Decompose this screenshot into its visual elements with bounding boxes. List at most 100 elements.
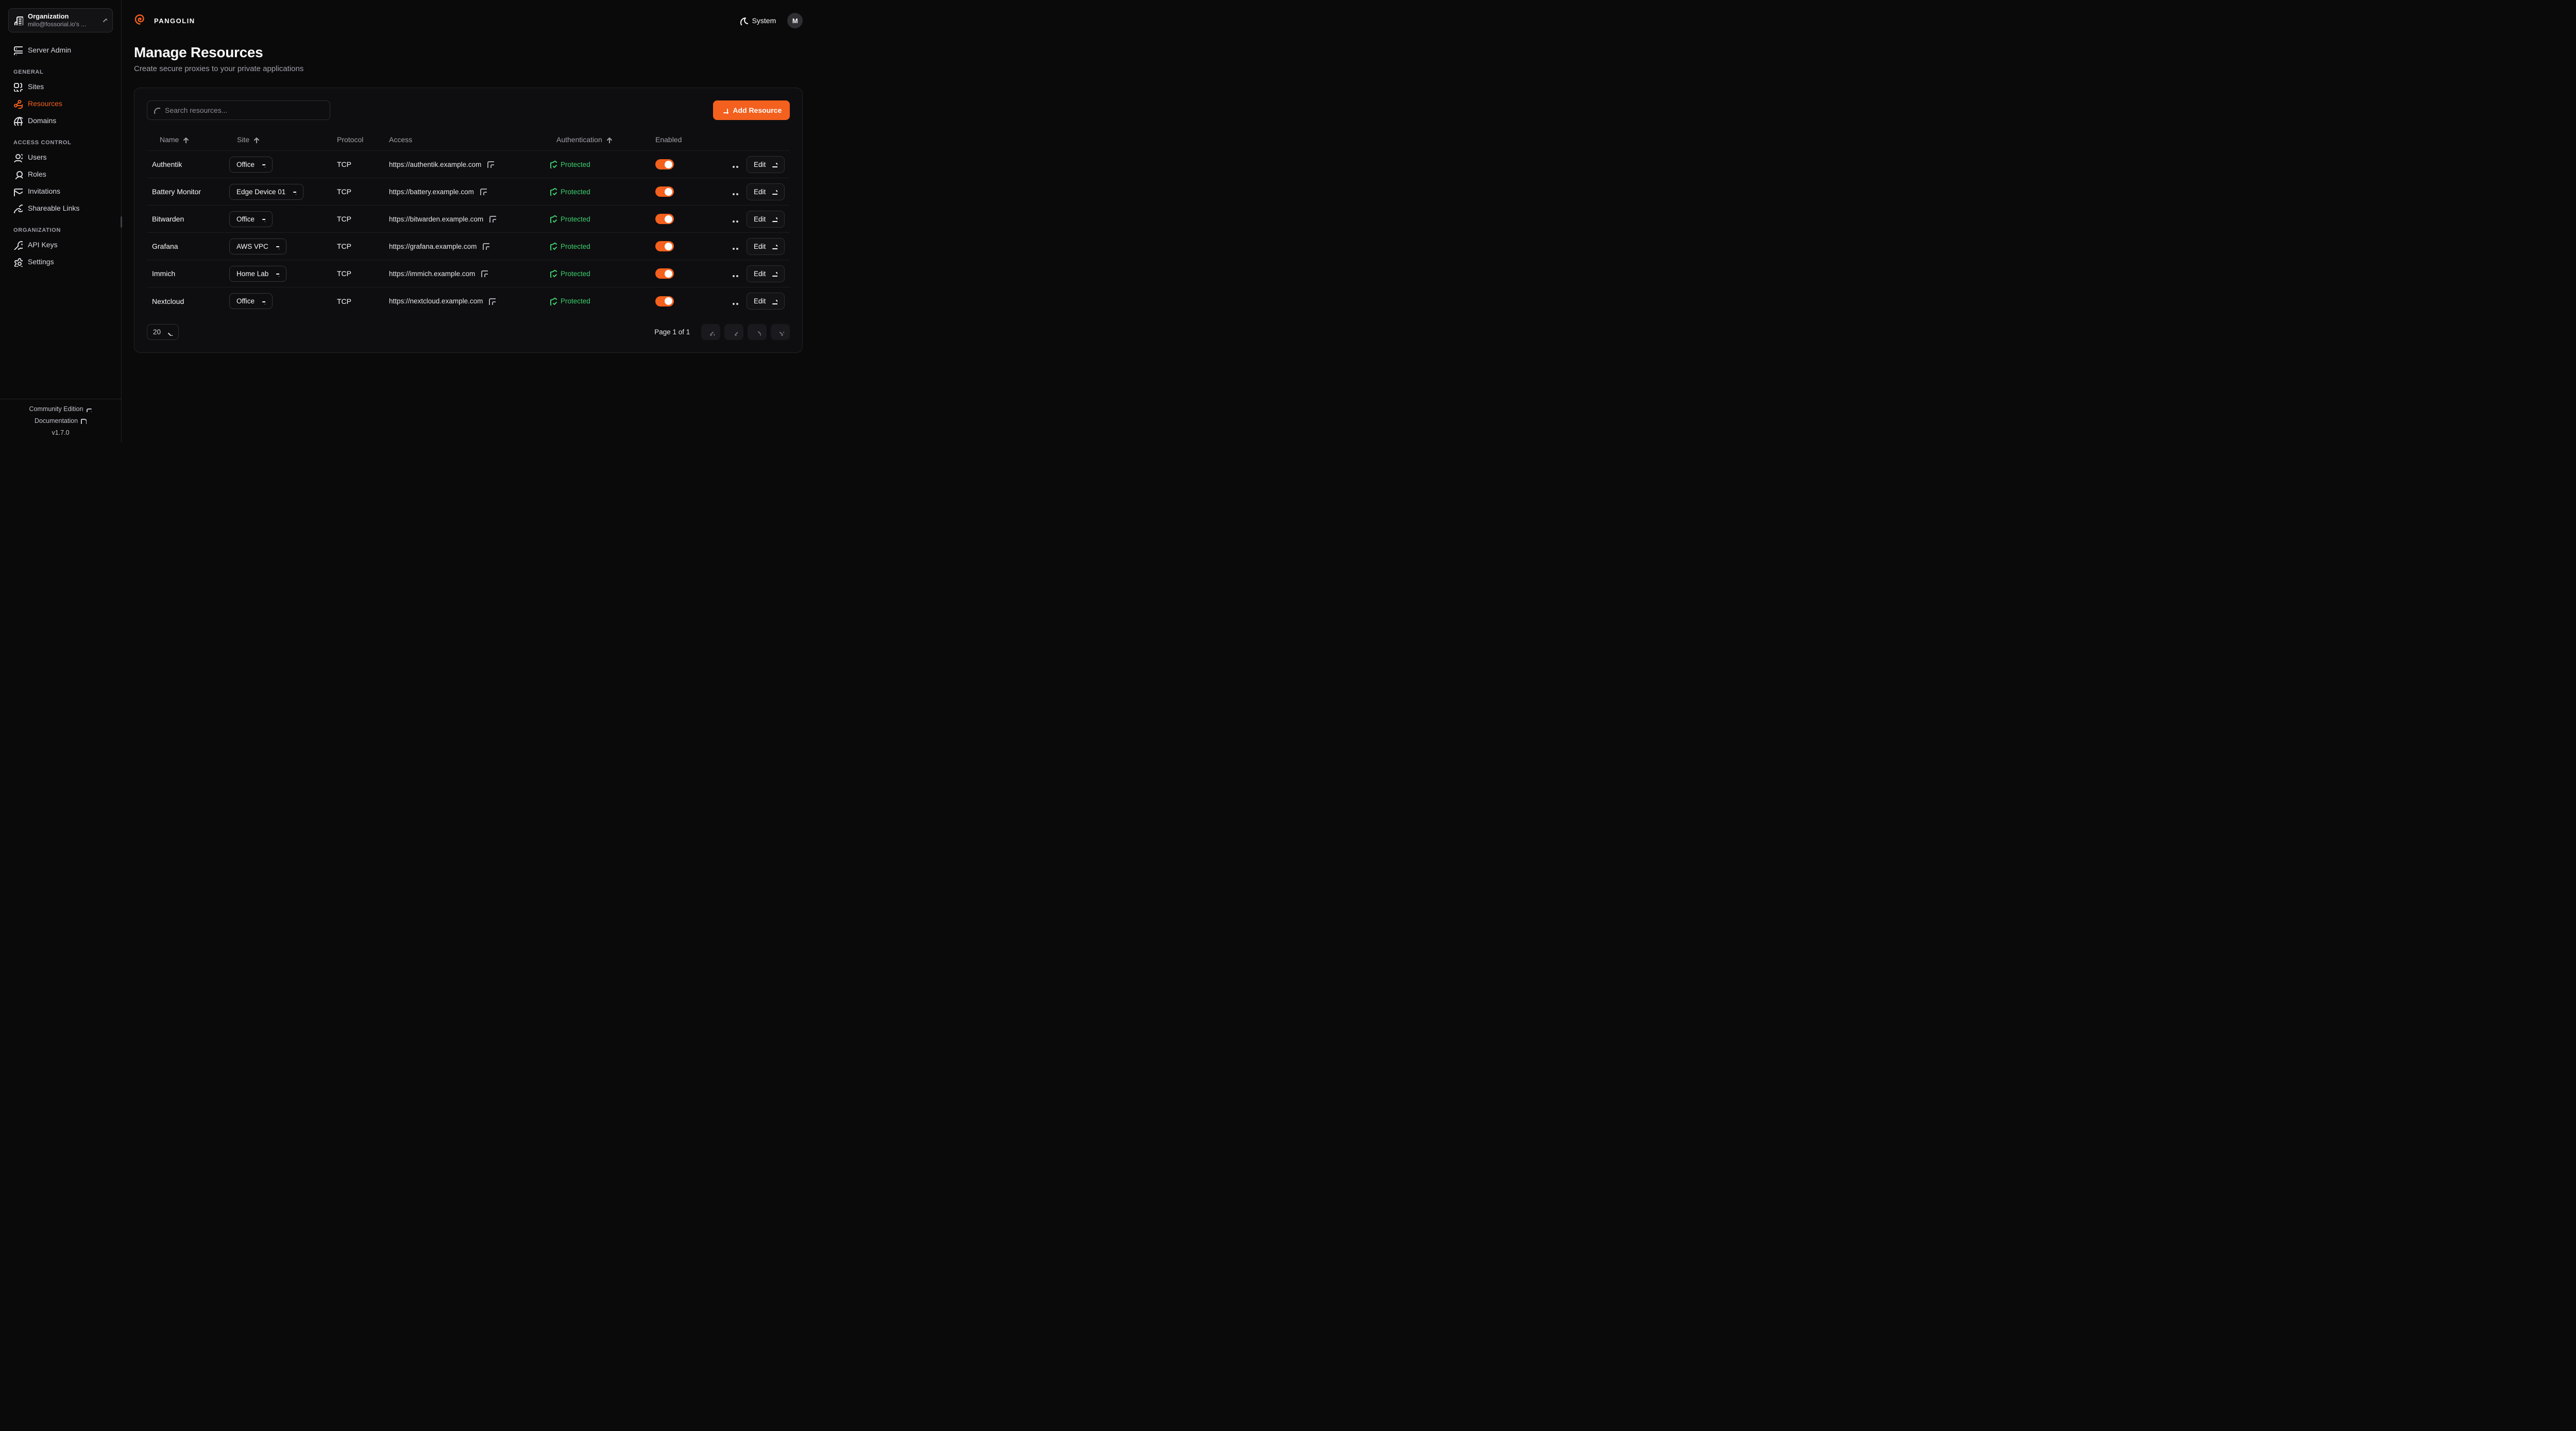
resource-protocol: TCP xyxy=(337,215,351,223)
sidebar-item-sites[interactable]: Sites xyxy=(8,78,113,95)
sidebar-item-settings[interactable]: Settings xyxy=(8,253,113,270)
avatar[interactable]: M xyxy=(787,13,803,28)
app-window: Organization milo@fossorial.io's ... Ser… xyxy=(0,0,808,442)
row-menu-button[interactable] xyxy=(730,242,739,251)
auth-status: Protected xyxy=(561,215,590,223)
site-link-button[interactable]: Home Lab xyxy=(229,265,287,282)
edit-button[interactable]: Edit xyxy=(747,183,785,200)
last-page-button[interactable] xyxy=(771,324,790,340)
copy-icon xyxy=(483,243,490,250)
resource-protocol: TCP xyxy=(337,242,351,250)
org-selector[interactable]: Organization milo@fossorial.io's ... xyxy=(8,8,113,32)
community-edition-link[interactable]: Community Edition xyxy=(29,405,92,413)
org-subtitle: milo@fossorial.io's ... xyxy=(28,21,87,28)
row-menu-button[interactable] xyxy=(730,269,739,278)
site-link-button[interactable]: Office xyxy=(229,211,273,227)
documentation-label: Documentation xyxy=(34,417,78,424)
sort-icon xyxy=(606,137,613,143)
chevrons-left-icon xyxy=(709,331,715,336)
pager-controls: Page 1 of 1 xyxy=(654,324,790,340)
org-meta: Organization milo@fossorial.io's ... xyxy=(28,12,95,28)
mail-icon xyxy=(14,188,23,196)
copy-url-button[interactable] xyxy=(488,298,496,305)
enabled-toggle[interactable] xyxy=(655,296,674,306)
auth-status: Protected xyxy=(561,242,590,250)
chevrons-right-icon xyxy=(779,331,784,336)
row-menu-button[interactable] xyxy=(730,160,739,169)
sidebar: Organization milo@fossorial.io's ... Ser… xyxy=(0,0,122,442)
page-size-select[interactable]: 20 xyxy=(147,324,179,340)
copy-url-button[interactable] xyxy=(482,243,490,250)
sidebar-item-shareable-links[interactable]: Shareable Links xyxy=(8,200,113,217)
first-page-button[interactable] xyxy=(701,324,721,340)
chevrons-up-down-icon xyxy=(103,18,107,24)
link-icon xyxy=(14,204,23,213)
search-box xyxy=(147,100,330,120)
sidebar-item-invitations[interactable]: Invitations xyxy=(8,183,113,200)
sidebar-item-label: Settings xyxy=(28,258,54,266)
sidebar-item-domains[interactable]: Domains xyxy=(8,112,113,129)
resource-name: Nextcloud xyxy=(152,297,184,305)
building-icon xyxy=(14,16,23,25)
chevron-right-icon xyxy=(757,331,761,336)
enabled-toggle[interactable] xyxy=(655,241,674,251)
sidebar-resize-handle[interactable] xyxy=(121,216,122,228)
next-page-button[interactable] xyxy=(748,324,767,340)
edit-button[interactable]: Edit xyxy=(747,156,785,173)
column-header-authentication[interactable]: Authentication xyxy=(549,135,655,144)
sidebar-item-label: Users xyxy=(28,153,47,161)
topbar-right: System M xyxy=(739,13,803,28)
site-link-button[interactable]: AWS VPC xyxy=(229,238,286,254)
edit-button[interactable]: Edit xyxy=(747,210,785,228)
copy-url-button[interactable] xyxy=(480,188,487,195)
page-title: Manage Resources xyxy=(134,44,263,60)
sidebar-item-roles[interactable]: Roles xyxy=(8,166,113,183)
resource-name: Immich xyxy=(152,269,176,278)
moon-icon xyxy=(740,17,748,25)
arrow-up-right-icon xyxy=(276,246,279,249)
community-edition-label: Community Edition xyxy=(29,405,83,413)
enabled-toggle[interactable] xyxy=(655,268,674,279)
sidebar-item-server-admin[interactable]: Server Admin xyxy=(8,42,113,59)
sidebar-item-api-keys[interactable]: API Keys xyxy=(8,236,113,253)
sidebar-item-label: Domains xyxy=(28,116,57,125)
copy-url-button[interactable] xyxy=(481,270,488,277)
resource-row: Bitwarden Office TCP https://bitwarden.e… xyxy=(147,206,790,233)
resource-name: Authentik xyxy=(152,160,182,168)
site-link-button[interactable]: Edge Device 01 xyxy=(229,183,304,200)
copy-url-button[interactable] xyxy=(489,215,497,223)
enabled-toggle[interactable] xyxy=(655,186,674,197)
nav-heading-organization: ORGANIZATION xyxy=(13,227,61,233)
sidebar-item-label: Resources xyxy=(28,99,62,108)
row-menu-button[interactable] xyxy=(730,187,739,196)
enabled-toggle[interactable] xyxy=(655,214,674,224)
site-link-button[interactable]: Office xyxy=(229,293,273,309)
documentation-link[interactable]: Documentation xyxy=(35,417,87,424)
brand-home-link[interactable]: PANGOLIN xyxy=(134,13,195,28)
enabled-toggle[interactable] xyxy=(655,159,674,169)
arrow-up-right-icon xyxy=(293,192,297,195)
edit-button[interactable]: Edit xyxy=(747,265,785,282)
resource-url: https://grafana.example.com xyxy=(389,242,477,250)
column-header-name[interactable]: Name xyxy=(152,135,229,144)
add-resource-button[interactable]: Add Resource xyxy=(713,100,790,120)
copy-url-button[interactable] xyxy=(487,161,495,168)
resource-row: Grafana AWS VPC TCP https://grafana.exam… xyxy=(147,233,790,260)
row-menu-button[interactable] xyxy=(730,297,739,306)
site-link-button[interactable]: Office xyxy=(229,156,273,173)
edit-button[interactable]: Edit xyxy=(747,293,785,310)
sidebar-item-users[interactable]: Users xyxy=(8,149,113,166)
search-input[interactable] xyxy=(165,106,324,114)
column-header-protocol: Protocol xyxy=(337,135,364,144)
theme-selector[interactable]: System xyxy=(739,16,776,25)
server-icon xyxy=(14,46,23,55)
sidebar-item-label: Roles xyxy=(28,170,46,178)
edit-button[interactable]: Edit xyxy=(747,237,785,255)
previous-page-button[interactable] xyxy=(724,324,744,340)
resource-url: https://bitwarden.example.com xyxy=(389,215,484,223)
copy-icon xyxy=(487,161,495,168)
row-menu-button[interactable] xyxy=(730,214,739,224)
column-header-site[interactable]: Site xyxy=(229,135,337,144)
nav-heading-access-control: ACCESS CONTROL xyxy=(13,140,72,146)
sidebar-item-resources[interactable]: Resources xyxy=(8,95,113,112)
